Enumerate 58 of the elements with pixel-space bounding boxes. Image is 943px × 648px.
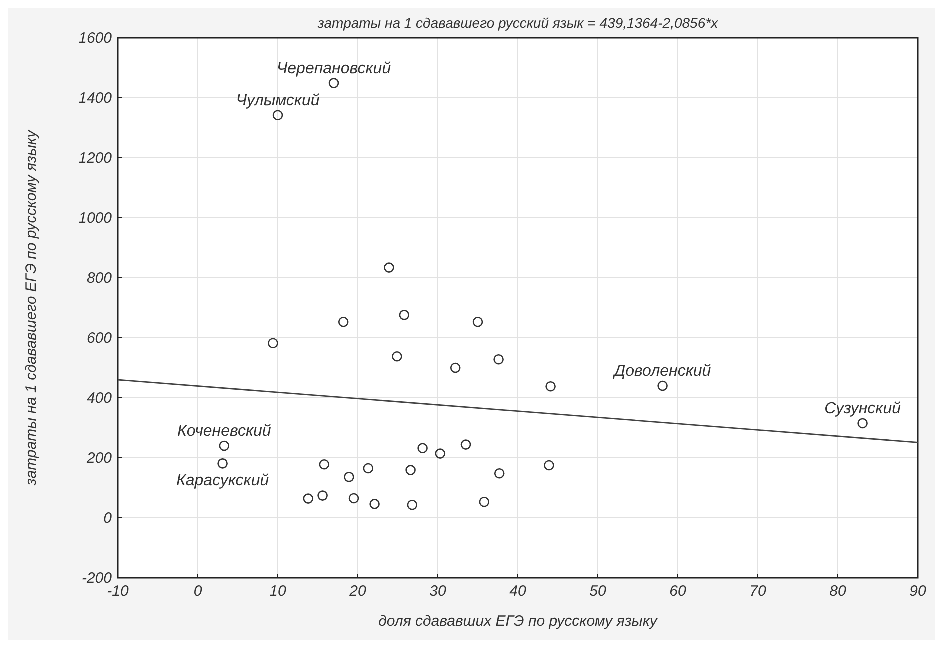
point [328,78,340,88]
x-tick-label: 50 [590,583,607,600]
point [338,316,349,328]
point [658,380,668,392]
annotation: Сузунский [824,400,902,418]
point [406,465,416,476]
y-tick-label: 600 [86,330,113,347]
y-tick-label: 1600 [78,30,113,47]
x-tick-label: 80 [830,583,847,600]
point [399,310,410,320]
annotation: Черепановский [276,60,392,78]
y-tick-label: 400 [86,390,113,407]
point [460,440,472,450]
point [544,460,554,471]
point [303,494,314,504]
point [370,499,380,510]
y-tick-label: 1400 [78,90,113,107]
point [494,468,505,479]
y-axis-title: затраты на 1 сдававшего ЕГЭ по русскому языку [23,128,40,487]
x-tick-label: 70 [750,583,767,600]
point [348,493,360,504]
x-tick-label: 0 [194,583,203,600]
point [418,443,428,454]
y-tick-label: 0 [104,510,113,527]
point [546,381,556,392]
annotation: Коченевский [177,423,272,440]
point [479,496,490,508]
point [363,463,374,474]
y-tick-label: 1200 [78,150,113,167]
y-tick-label: 1000 [78,210,113,227]
y-tick-label: 200 [86,450,113,467]
annotation: Карасукский [176,472,270,490]
x-axis-title: доля сдававших ЕГЭ по русскому языку [378,613,659,630]
x-tick-label: 90 [910,583,927,600]
point [268,338,278,349]
x-tick-label: 40 [510,583,527,600]
point [392,351,402,362]
point [472,316,484,328]
point [344,472,354,482]
point [450,362,461,374]
x-tick-label: 30 [430,583,447,600]
point [858,418,868,429]
point [494,354,504,365]
x-tick-label: 20 [348,583,367,600]
x-tick-label: 10 [270,583,287,600]
chart-title: затраты на 1 сдававшего русский язык = 439,1364-2,0856*x [316,15,720,31]
point [219,440,230,452]
y-tick-label: 800 [86,270,113,287]
annotation: Доволенский [612,363,712,380]
point [318,490,328,501]
point [218,458,228,469]
point [272,110,284,121]
point [435,448,446,459]
annotation: Чулымский [236,92,320,110]
point [384,262,394,273]
x-tick-label: 60 [670,583,687,600]
point [407,500,418,510]
point [319,459,330,470]
